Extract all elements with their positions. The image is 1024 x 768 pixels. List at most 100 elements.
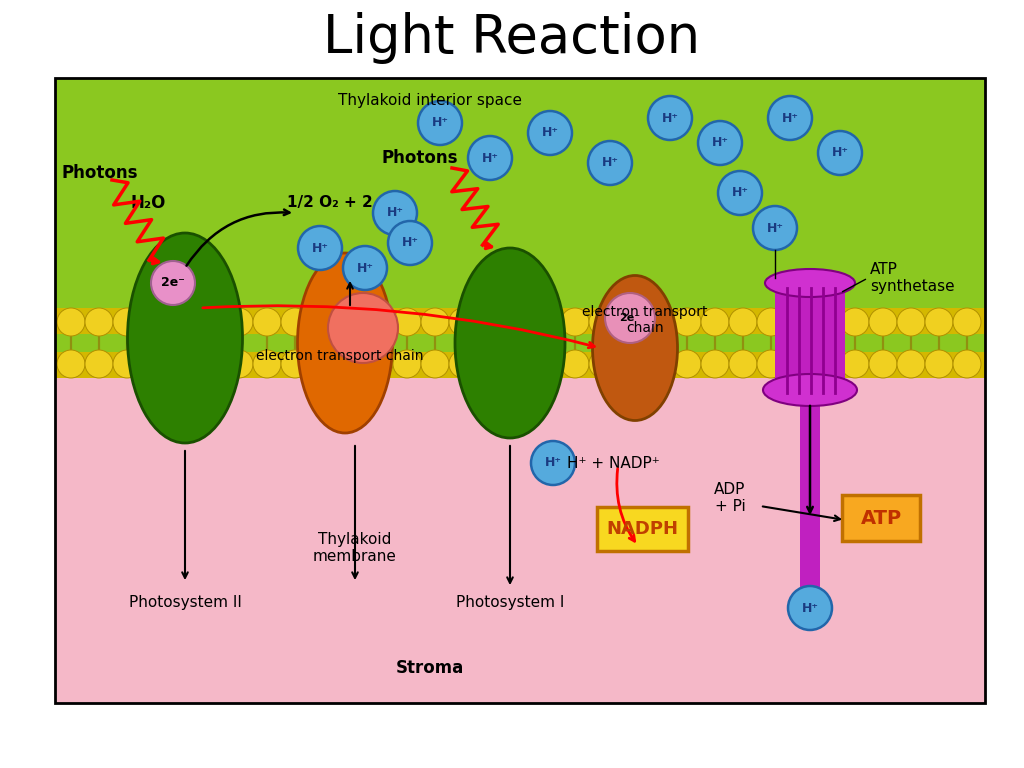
Circle shape (531, 441, 575, 485)
Circle shape (421, 350, 449, 378)
Circle shape (468, 136, 512, 180)
Circle shape (449, 350, 477, 378)
Circle shape (225, 308, 253, 336)
Ellipse shape (298, 253, 392, 433)
Text: ATP
synthetase: ATP synthetase (870, 262, 954, 294)
Circle shape (57, 350, 85, 378)
Text: H⁺: H⁺ (481, 151, 499, 164)
Circle shape (505, 350, 534, 378)
Circle shape (169, 350, 197, 378)
Circle shape (113, 308, 141, 336)
Circle shape (253, 308, 281, 336)
Circle shape (113, 350, 141, 378)
Circle shape (785, 350, 813, 378)
Circle shape (393, 308, 421, 336)
Circle shape (534, 350, 561, 378)
Circle shape (309, 308, 337, 336)
Circle shape (225, 350, 253, 378)
FancyBboxPatch shape (597, 507, 688, 551)
Text: H⁺: H⁺ (401, 237, 419, 250)
Text: H⁺: H⁺ (311, 241, 329, 254)
Circle shape (953, 350, 981, 378)
Text: NADPH: NADPH (606, 520, 678, 538)
Circle shape (925, 350, 953, 378)
Circle shape (953, 308, 981, 336)
Circle shape (617, 350, 645, 378)
Text: 2e⁻: 2e⁻ (161, 276, 185, 290)
Circle shape (729, 308, 757, 336)
Circle shape (813, 308, 841, 336)
Text: H⁺: H⁺ (386, 207, 403, 220)
Ellipse shape (455, 248, 565, 438)
Text: Light Reaction: Light Reaction (324, 12, 700, 64)
Circle shape (309, 350, 337, 378)
Bar (55, 308, 985, 378)
Circle shape (477, 350, 505, 378)
Circle shape (477, 308, 505, 336)
Text: H⁺: H⁺ (542, 127, 558, 140)
Text: H⁺: H⁺ (662, 111, 679, 124)
Circle shape (561, 308, 589, 336)
Text: Photosystem I: Photosystem I (456, 595, 564, 611)
Circle shape (141, 350, 169, 378)
Circle shape (505, 308, 534, 336)
Text: 2e⁻: 2e⁻ (620, 313, 641, 323)
Circle shape (673, 308, 701, 336)
Text: ATP: ATP (860, 508, 901, 528)
Circle shape (421, 308, 449, 336)
Text: H⁺: H⁺ (831, 147, 849, 160)
Text: electron transport
chain: electron transport chain (583, 305, 708, 335)
Ellipse shape (128, 233, 243, 443)
Circle shape (57, 308, 85, 336)
Circle shape (818, 131, 862, 175)
Circle shape (589, 350, 617, 378)
Text: H⁺: H⁺ (767, 221, 783, 234)
Circle shape (589, 308, 617, 336)
Bar (775, 283, 845, 398)
Text: Thylakoid
membrane: Thylakoid membrane (313, 531, 397, 564)
Bar (55, 78, 985, 703)
Bar (55, 78, 985, 308)
Circle shape (337, 350, 365, 378)
Circle shape (718, 171, 762, 215)
Bar (55, 378, 985, 703)
Circle shape (373, 191, 417, 235)
Circle shape (528, 111, 572, 155)
Circle shape (85, 350, 113, 378)
Circle shape (197, 308, 225, 336)
Circle shape (449, 308, 477, 336)
Circle shape (701, 308, 729, 336)
Circle shape (281, 350, 309, 378)
Circle shape (897, 350, 925, 378)
Ellipse shape (593, 276, 678, 421)
Circle shape (757, 350, 785, 378)
Circle shape (169, 308, 197, 336)
Circle shape (393, 350, 421, 378)
Text: H⁺: H⁺ (601, 157, 618, 170)
Text: H⁺: H⁺ (731, 187, 749, 200)
Circle shape (343, 246, 387, 290)
Circle shape (757, 308, 785, 336)
Circle shape (813, 350, 841, 378)
Text: H⁺: H⁺ (802, 601, 818, 614)
Circle shape (365, 308, 393, 336)
Circle shape (869, 308, 897, 336)
Bar (800, 398, 820, 623)
Circle shape (298, 226, 342, 270)
Text: ADP
+ Pi: ADP + Pi (715, 482, 745, 515)
Circle shape (365, 350, 393, 378)
Circle shape (925, 308, 953, 336)
Bar (55, 352, 985, 378)
Text: 1/2 O₂ + 2: 1/2 O₂ + 2 (287, 196, 373, 210)
Text: Photons: Photons (61, 164, 138, 182)
Circle shape (588, 141, 632, 185)
Circle shape (534, 308, 561, 336)
Circle shape (151, 261, 195, 305)
Circle shape (388, 221, 432, 265)
Circle shape (561, 350, 589, 378)
Bar (55, 308, 985, 334)
Text: H⁺: H⁺ (431, 117, 449, 130)
Text: Photons: Photons (382, 149, 459, 167)
Text: H⁺: H⁺ (781, 111, 799, 124)
Circle shape (785, 308, 813, 336)
